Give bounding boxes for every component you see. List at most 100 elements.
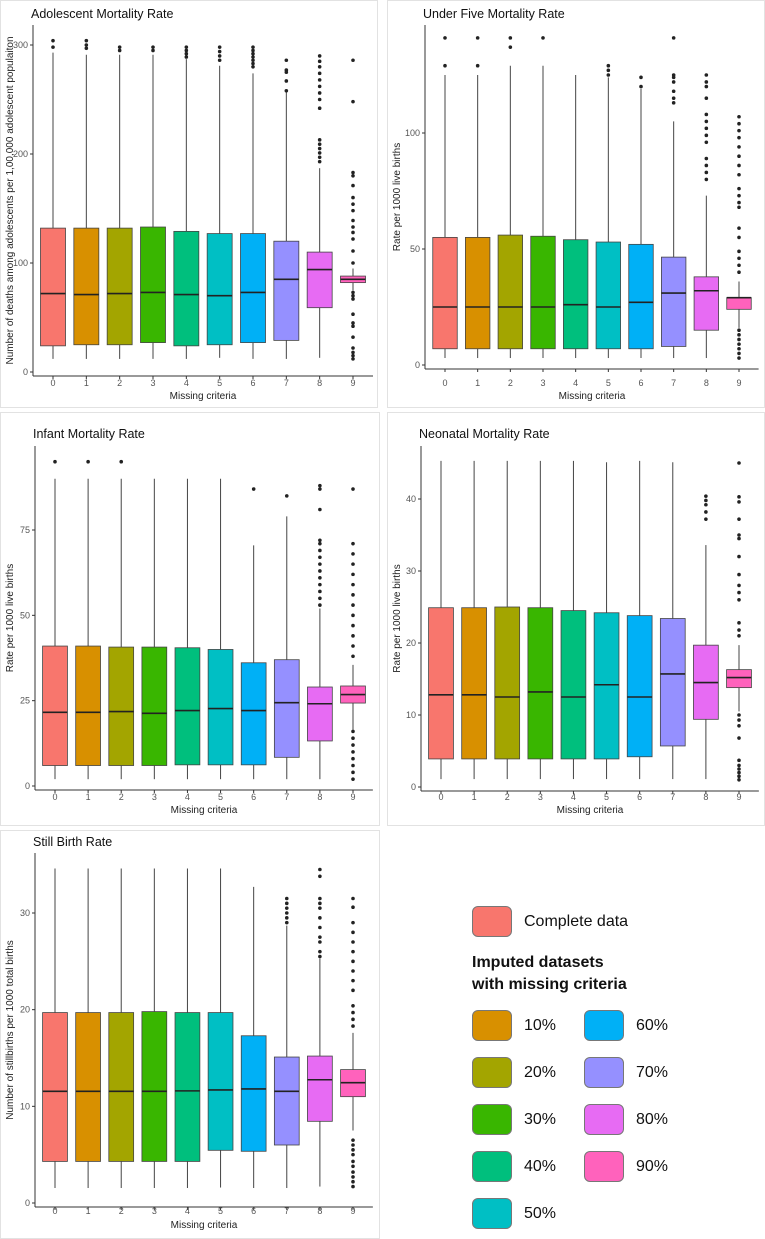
outlier-point: [737, 598, 741, 602]
outlier-point: [351, 297, 355, 301]
x-tick-label: 3: [152, 1206, 157, 1216]
y-tick-label: 0: [23, 367, 28, 377]
panel-title: Under Five Mortality Rate: [423, 7, 565, 21]
box-iqr: [240, 233, 266, 343]
outlier-point: [737, 235, 741, 240]
outlier-point: [704, 498, 708, 503]
outlier-point: [351, 1175, 355, 1179]
legend-label: 60%: [636, 1016, 669, 1034]
box-iqr: [726, 297, 752, 310]
x-tick-label: 6: [251, 792, 256, 802]
y-tick-label: 300: [13, 40, 28, 50]
outlier-point: [284, 79, 289, 83]
outlier-point: [284, 896, 289, 901]
x-tick-label: 2: [119, 1206, 124, 1216]
outlier-point: [704, 126, 709, 131]
outlier-point: [737, 270, 741, 275]
outlier-point: [351, 183, 355, 188]
y-axis-label: Number of deaths among adolescents per 1…: [5, 36, 16, 364]
outlier-point: [737, 163, 741, 168]
outlier-point: [318, 582, 322, 587]
outlier-point: [318, 483, 322, 488]
outlier-point: [351, 261, 355, 265]
outlier-point: [737, 186, 741, 191]
outlier-point: [317, 97, 322, 102]
x-tick-label: 6: [251, 1206, 256, 1216]
legend-item: 70%: [584, 1057, 668, 1088]
legend-key: [472, 1010, 512, 1041]
x-tick-label: 5: [217, 378, 222, 388]
y-tick-label: 0: [25, 781, 30, 791]
outlier-point: [737, 718, 741, 722]
outlier-point: [737, 590, 741, 595]
outlier-point: [704, 510, 708, 514]
box-5: [207, 478, 234, 780]
outlier-point: [251, 51, 255, 56]
x-tick-label: 7: [284, 1206, 289, 1216]
box-iqr: [530, 235, 556, 350]
outlier-point: [704, 96, 709, 100]
x-tick-label: 3: [538, 792, 543, 802]
box-iqr: [661, 256, 687, 347]
outlier-point: [704, 140, 709, 145]
outlier-point: [737, 758, 741, 763]
box-iqr: [75, 1012, 101, 1162]
x-tick-label: 4: [185, 1206, 190, 1216]
y-tick-label: 30: [20, 908, 30, 918]
outlier-point: [737, 328, 741, 333]
box-iqr: [595, 241, 621, 350]
outlier-point: [671, 96, 676, 100]
outlier-point: [737, 554, 741, 559]
panel-title: Still Birth Rate: [33, 835, 112, 849]
x-tick-label: 3: [540, 378, 545, 388]
x-tick-label: 1: [86, 792, 91, 802]
outlier-point: [737, 767, 741, 771]
outlier-point: [351, 969, 355, 973]
box-9: [726, 461, 752, 782]
outlier-point: [351, 1164, 355, 1169]
chart-panel: Adolescent Mortality Rate 0 100 200 300Numbe…: [0, 0, 378, 408]
outlier-point: [351, 312, 355, 317]
outlier-point: [351, 905, 355, 909]
legend-key: [584, 1010, 624, 1041]
box-iqr: [173, 230, 200, 347]
outlier-point: [704, 112, 709, 117]
x-tick-label: 0: [52, 1206, 57, 1216]
x-tick-label: 5: [218, 792, 223, 802]
outlier-point: [318, 541, 322, 546]
outlier-point: [351, 763, 355, 768]
outlier-point: [737, 536, 741, 541]
outlier-point: [318, 906, 322, 910]
outlier-point: [151, 45, 155, 49]
y-axis-label: Rate per 1000 live births: [5, 564, 16, 672]
box-iqr: [240, 662, 267, 766]
x-tick-label: 6: [637, 792, 642, 802]
outlier-point: [351, 920, 355, 925]
x-tick-label: 4: [571, 792, 576, 802]
outlier-point: [284, 920, 289, 925]
box-iqr: [461, 607, 487, 760]
outlier-point: [351, 225, 355, 229]
outlier-point: [351, 324, 355, 329]
outlier-point: [671, 73, 676, 77]
box-iqr: [563, 239, 589, 350]
box-3: [141, 868, 168, 1189]
outlier-point: [51, 45, 55, 49]
outlier-point: [317, 65, 322, 69]
outlier-point: [737, 351, 741, 356]
panel-title: Adolescent Mortality Rate: [31, 7, 173, 21]
outlier-point: [737, 154, 741, 158]
box-iqr: [306, 251, 333, 309]
box-0: [40, 38, 66, 359]
outlier-point: [318, 916, 322, 920]
outlier-point: [351, 1179, 355, 1184]
x-axis-label: Missing criteria: [559, 391, 626, 402]
outlier-point: [737, 193, 741, 198]
legend-label: Complete data: [524, 912, 629, 930]
x-tick-label: 5: [606, 378, 611, 388]
x-tick-label: 8: [703, 792, 708, 802]
outlier-point: [737, 128, 741, 133]
outlier-point: [351, 335, 355, 339]
outlier-point: [704, 517, 708, 521]
outlier-point: [84, 46, 89, 51]
